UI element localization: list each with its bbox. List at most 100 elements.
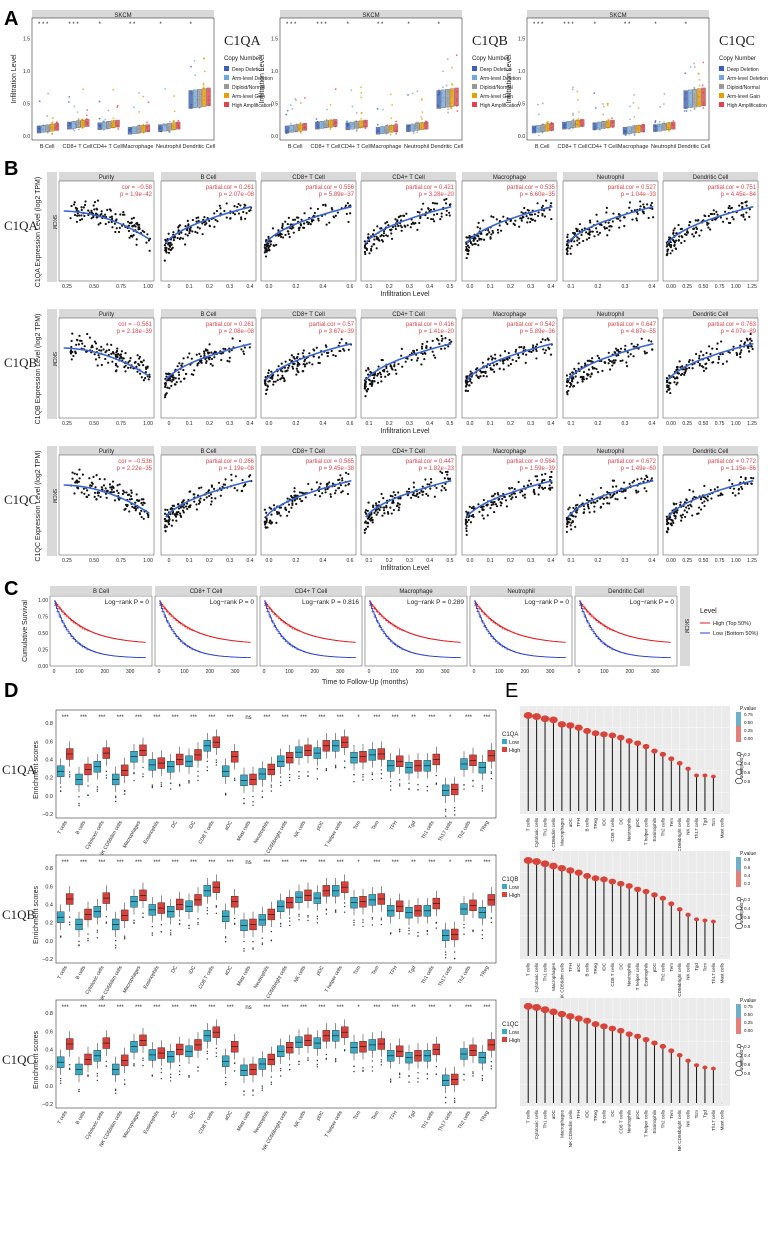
cnv-point [295, 99, 297, 102]
scatter-point [287, 503, 291, 506]
box-outlier [243, 797, 245, 800]
scatter-point [205, 360, 208, 363]
km-censor-mark: + [189, 646, 192, 652]
box-sig: *** [80, 715, 88, 721]
cnv-point [146, 121, 148, 124]
scatter-point [103, 213, 107, 216]
box-sig: *** [373, 860, 381, 866]
scatter-point [709, 352, 712, 356]
scatter-point [380, 375, 383, 379]
cnv-point [55, 121, 58, 124]
scatter-point [534, 219, 537, 222]
km-censor-mark: + [271, 620, 274, 626]
km-censor-mark: + [81, 644, 84, 650]
scatter-point [570, 528, 573, 531]
scatter-point [93, 353, 96, 356]
scatter-fit-line [365, 479, 452, 518]
cnv-point [693, 62, 696, 65]
scatter-point [593, 510, 596, 513]
cnv-point [299, 121, 302, 124]
scatter-point [612, 479, 616, 482]
scatter-point [264, 526, 267, 529]
scatter-point [164, 250, 168, 253]
cnv-sig: * * * [533, 22, 544, 28]
scatter-point [168, 245, 172, 248]
scatter-point [191, 230, 194, 233]
scatter-xtick: 0.25 [62, 421, 72, 427]
box-outlier [398, 783, 401, 785]
scatter-plot-frame [58, 180, 155, 282]
scatter-point [485, 504, 488, 507]
scatter-point [277, 365, 280, 368]
scatter-point [180, 501, 184, 504]
scatter-point [169, 507, 172, 511]
km-censor-mark: + [378, 624, 381, 630]
scatter-point [319, 482, 322, 485]
scatter-point [573, 232, 576, 235]
box-outlier [334, 766, 337, 768]
scatter-point [587, 505, 590, 508]
scatter-point [74, 352, 77, 355]
cnv-point [82, 88, 85, 91]
scatter-point [130, 497, 133, 501]
scatter-point [303, 212, 306, 215]
scatter-point [179, 512, 182, 515]
cnv-ytick: 1.5 [271, 36, 278, 42]
cnv-legend-label: Arm-level Deletion [232, 76, 273, 82]
box-outlier [453, 807, 456, 809]
scatter-point [168, 518, 171, 521]
box-outlier [252, 941, 254, 943]
cnv-legend-title: Copy Number [719, 56, 756, 62]
km-censor-mark: + [485, 614, 488, 620]
box-xtick: T helper cells [324, 820, 344, 849]
scatter-point [549, 486, 552, 490]
scatter-plot-frame [260, 317, 357, 419]
scatter-point [689, 503, 692, 506]
box-outlier [224, 792, 227, 795]
scatter-point [376, 225, 379, 228]
cnv-point [329, 104, 332, 106]
scatter-point [312, 348, 315, 351]
scatter-point [295, 502, 298, 506]
scatter-point [482, 219, 485, 222]
km-censor-mark: + [86, 647, 89, 653]
cnv-box [289, 125, 294, 133]
box-outlier [87, 937, 89, 940]
box-outlier [78, 802, 80, 805]
cnv-strip [280, 10, 462, 18]
scatter-xlabel: Infiltration Level [380, 291, 429, 298]
scatter-point [424, 352, 427, 355]
scatter-point [80, 206, 83, 209]
box-outlier [417, 935, 419, 937]
scatter-point [367, 368, 370, 371]
km-censor-mark: + [72, 620, 75, 626]
scatter-point [544, 338, 547, 342]
scatter-point [536, 214, 540, 218]
cnv-point [138, 92, 140, 94]
scatter-point [405, 212, 408, 215]
box-outlier [142, 766, 144, 769]
scatter-point [334, 354, 337, 358]
scatter-point [209, 503, 213, 506]
scatter-point [210, 484, 214, 487]
scatter-point [494, 503, 498, 506]
scatter-ylabel: C1QC Expression Level (log2 TPM) [35, 450, 42, 561]
scatter-xtick: 0.1 [568, 421, 575, 427]
scatter-point [127, 224, 131, 227]
scatter-point [376, 511, 379, 514]
box-outlier [362, 925, 364, 927]
scatter-point [739, 356, 742, 359]
scatter-point [264, 383, 267, 387]
box-outlier [96, 931, 99, 933]
scatter-point [439, 218, 442, 221]
scatter-point [518, 346, 521, 349]
km-censor-mark: + [597, 620, 600, 626]
km-xtick: 100 [390, 669, 399, 675]
scatter-point [87, 493, 90, 497]
scatter-point [605, 227, 608, 230]
scatter-point [164, 524, 167, 527]
cnv-point [697, 72, 700, 75]
km-censor-mark: + [376, 620, 379, 626]
scatter-point [366, 509, 369, 512]
km-censor-mark: + [604, 624, 607, 630]
